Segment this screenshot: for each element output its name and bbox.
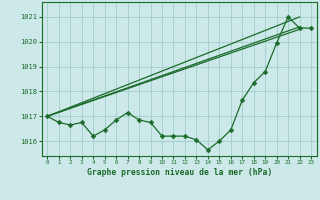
X-axis label: Graphe pression niveau de la mer (hPa): Graphe pression niveau de la mer (hPa) [87,168,272,177]
